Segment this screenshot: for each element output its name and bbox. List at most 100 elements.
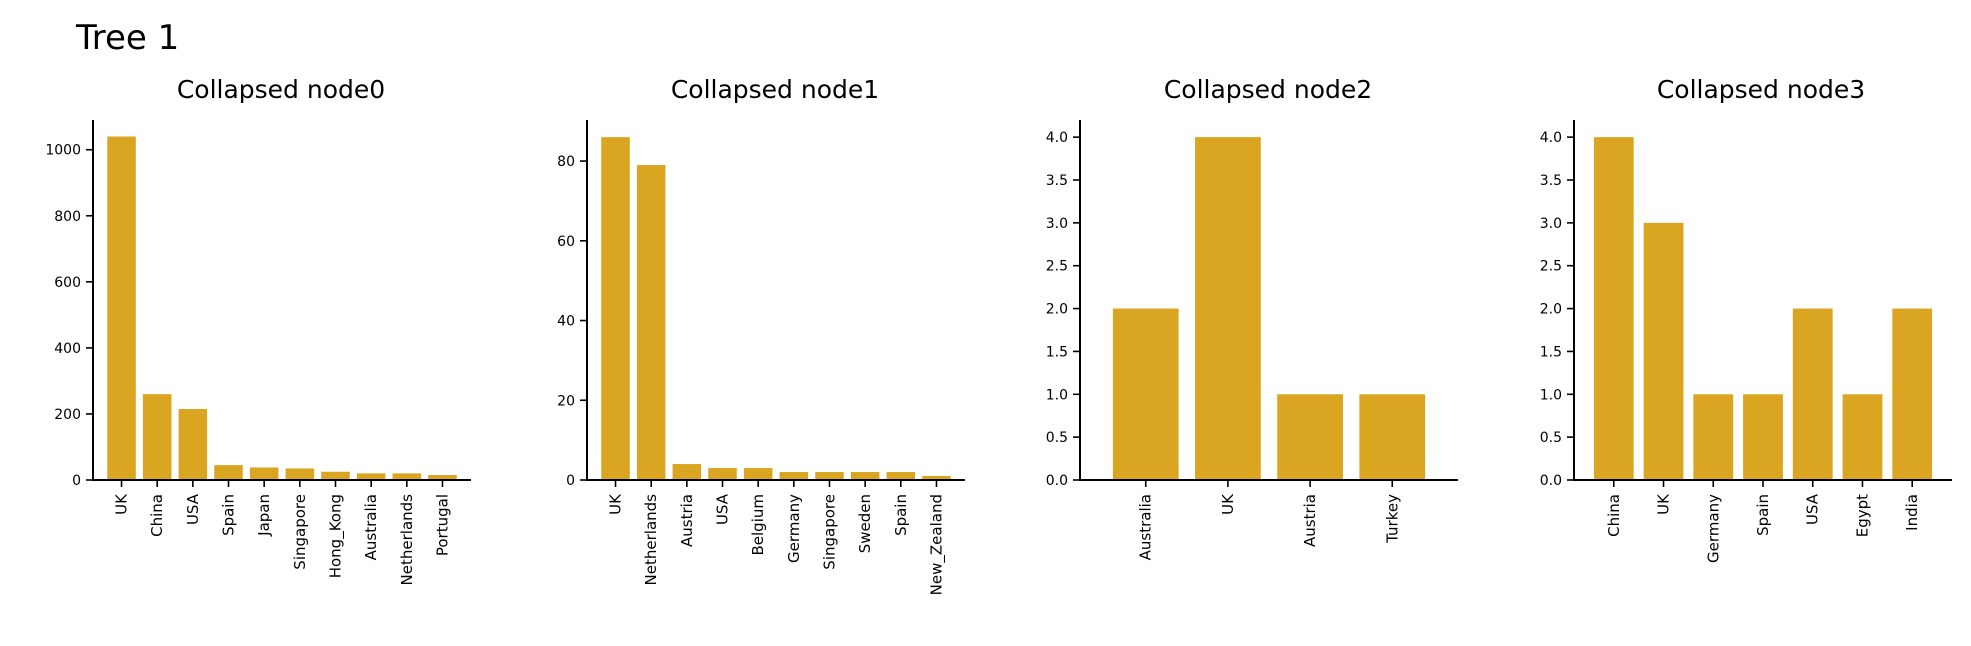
x-tick-label: Portugal xyxy=(433,494,451,556)
x-tick-label: Australia xyxy=(1137,494,1155,560)
panel-title: Collapsed node3 xyxy=(1657,75,1865,104)
panel-3: Collapsed node3 0.0 0.5 1.0 1.5 2.0 2.5 3.0 3.5 4… xyxy=(1540,75,1952,563)
y-tick-label: 3.0 xyxy=(1046,216,1068,232)
y-tick-label: 1.5 xyxy=(1540,344,1562,360)
y-tick-label: 2.5 xyxy=(1046,259,1068,275)
bar xyxy=(214,465,243,480)
bar xyxy=(428,475,457,480)
x-tick-label: Germany xyxy=(785,494,803,563)
x-tick-label: Japan xyxy=(255,494,273,537)
y-tick-label: 1.0 xyxy=(1046,387,1068,403)
y-tick-label: 3.0 xyxy=(1540,216,1562,232)
x-tick-label: USA xyxy=(714,493,732,525)
x-tick-label: Netherlands xyxy=(642,494,660,586)
bar xyxy=(142,394,172,480)
bar xyxy=(1842,394,1883,480)
bar xyxy=(636,165,666,480)
y-tick-label: 0.0 xyxy=(1046,473,1068,489)
bar xyxy=(1359,394,1426,480)
x-tick-label: UK xyxy=(1219,493,1237,515)
bar xyxy=(743,468,773,480)
bar xyxy=(107,136,136,480)
x-tick-label: Belgium xyxy=(749,494,767,556)
bar xyxy=(1277,394,1343,480)
bar xyxy=(249,467,279,480)
x-tick-label: Singapore xyxy=(820,494,838,570)
y-tick-label: 2.0 xyxy=(1046,302,1068,318)
bar xyxy=(886,472,916,480)
x-tick-label: Egypt xyxy=(1853,494,1871,537)
bar xyxy=(1792,308,1833,480)
x-tick-label: Austria xyxy=(1301,494,1319,547)
panel-2: Collapsed node2 0.0 0.5 1.0 1.5 2.0 2.5 3.0 3.5 4… xyxy=(1046,75,1458,560)
bar xyxy=(1892,308,1933,480)
bar xyxy=(356,473,386,480)
y-tick-label: 60 xyxy=(557,234,575,250)
x-tick-label: New_Zealand xyxy=(927,494,946,595)
x-tick-label: Spain xyxy=(892,494,910,536)
y-tick-label: 800 xyxy=(54,209,81,225)
x-tick-label: UK xyxy=(1655,493,1673,515)
y-tick-label: 3.5 xyxy=(1540,173,1562,189)
y-tick-label: 80 xyxy=(557,154,575,170)
y-tick-label: 600 xyxy=(54,275,81,291)
x-tick-label: Sweden xyxy=(856,494,874,553)
x-tick-label: USA xyxy=(184,493,202,525)
x-tick-label: Australia xyxy=(362,494,380,560)
bar xyxy=(1112,308,1179,480)
y-tick-label: 0.5 xyxy=(1540,430,1562,446)
bar xyxy=(922,476,951,480)
x-tick-label: Turkey xyxy=(1383,494,1401,544)
y-tick-label: 400 xyxy=(54,341,81,357)
bar xyxy=(1593,137,1634,480)
bar xyxy=(815,472,844,480)
y-tick-label: 0.0 xyxy=(1540,473,1562,489)
bar xyxy=(178,408,208,480)
x-tick-label: UK xyxy=(607,493,625,515)
bar xyxy=(1643,222,1684,480)
panel-1: Collapsed node1 0 20 40 60 80 UK Netherlands Aus… xyxy=(557,75,965,595)
bar xyxy=(1743,394,1783,480)
y-tick-label: 0.5 xyxy=(1046,430,1068,446)
x-tick-label: Spain xyxy=(220,494,238,536)
y-tick-label: 4.0 xyxy=(1540,130,1562,146)
panel-title: Collapsed node2 xyxy=(1164,75,1372,104)
x-tick-label: Spain xyxy=(1754,494,1772,536)
panel-0: Collapsed node0 0 200 400 600 800 1000 UK China U… xyxy=(45,75,471,585)
x-tick-label: Germany xyxy=(1704,494,1722,563)
x-tick-label: Hong_Kong xyxy=(326,494,345,578)
y-tick-label: 0 xyxy=(566,473,575,489)
bar xyxy=(672,464,702,480)
x-tick-label: China xyxy=(148,494,166,537)
y-tick-label: 40 xyxy=(557,314,575,330)
bar xyxy=(321,471,350,480)
bar xyxy=(779,472,809,480)
y-tick-label: 0 xyxy=(72,473,81,489)
bar xyxy=(285,468,315,480)
y-tick-label: 3.5 xyxy=(1046,173,1068,189)
y-tick-label: 1.5 xyxy=(1046,344,1068,360)
y-tick-label: 20 xyxy=(557,393,575,409)
y-tick-label: 1.0 xyxy=(1540,387,1562,403)
x-tick-label: China xyxy=(1605,494,1623,537)
y-tick-label: 2.5 xyxy=(1540,259,1562,275)
x-tick-label: Austria xyxy=(678,494,696,547)
x-tick-label: Singapore xyxy=(291,494,309,570)
figure-title: Tree 1 xyxy=(76,18,180,58)
y-tick-label: 1000 xyxy=(45,143,81,159)
bar xyxy=(708,468,737,480)
bar xyxy=(601,137,630,480)
x-tick-label: India xyxy=(1903,494,1921,531)
x-tick-label: Netherlands xyxy=(398,494,416,586)
y-tick-label: 200 xyxy=(54,407,81,423)
x-tick-label: USA xyxy=(1804,493,1822,525)
panel-title: Collapsed node1 xyxy=(671,75,879,104)
x-tick-label: UK xyxy=(113,493,131,515)
bar xyxy=(1195,137,1261,480)
y-tick-label: 2.0 xyxy=(1540,302,1562,318)
bar xyxy=(850,472,880,480)
bar xyxy=(1693,394,1734,480)
panel-title: Collapsed node0 xyxy=(177,75,385,104)
bar xyxy=(392,473,422,480)
